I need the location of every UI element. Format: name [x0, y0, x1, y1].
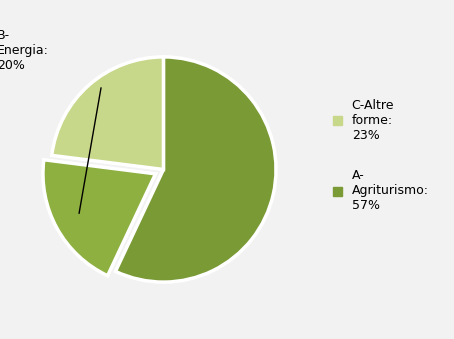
Wedge shape [115, 57, 276, 282]
Wedge shape [43, 160, 156, 276]
Legend: C-Altre
forme:
23%, A-
Agriturismo:
57%: C-Altre forme: 23%, A- Agriturismo: 57% [333, 99, 429, 212]
Wedge shape [52, 57, 163, 170]
